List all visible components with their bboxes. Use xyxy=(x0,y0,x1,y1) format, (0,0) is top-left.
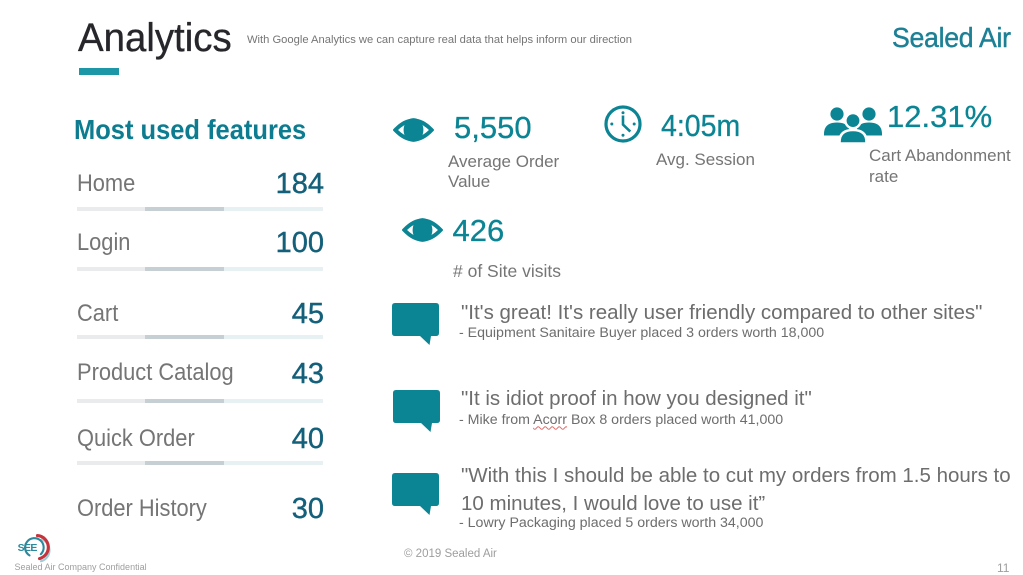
svg-text:SEE: SEE xyxy=(18,542,38,554)
